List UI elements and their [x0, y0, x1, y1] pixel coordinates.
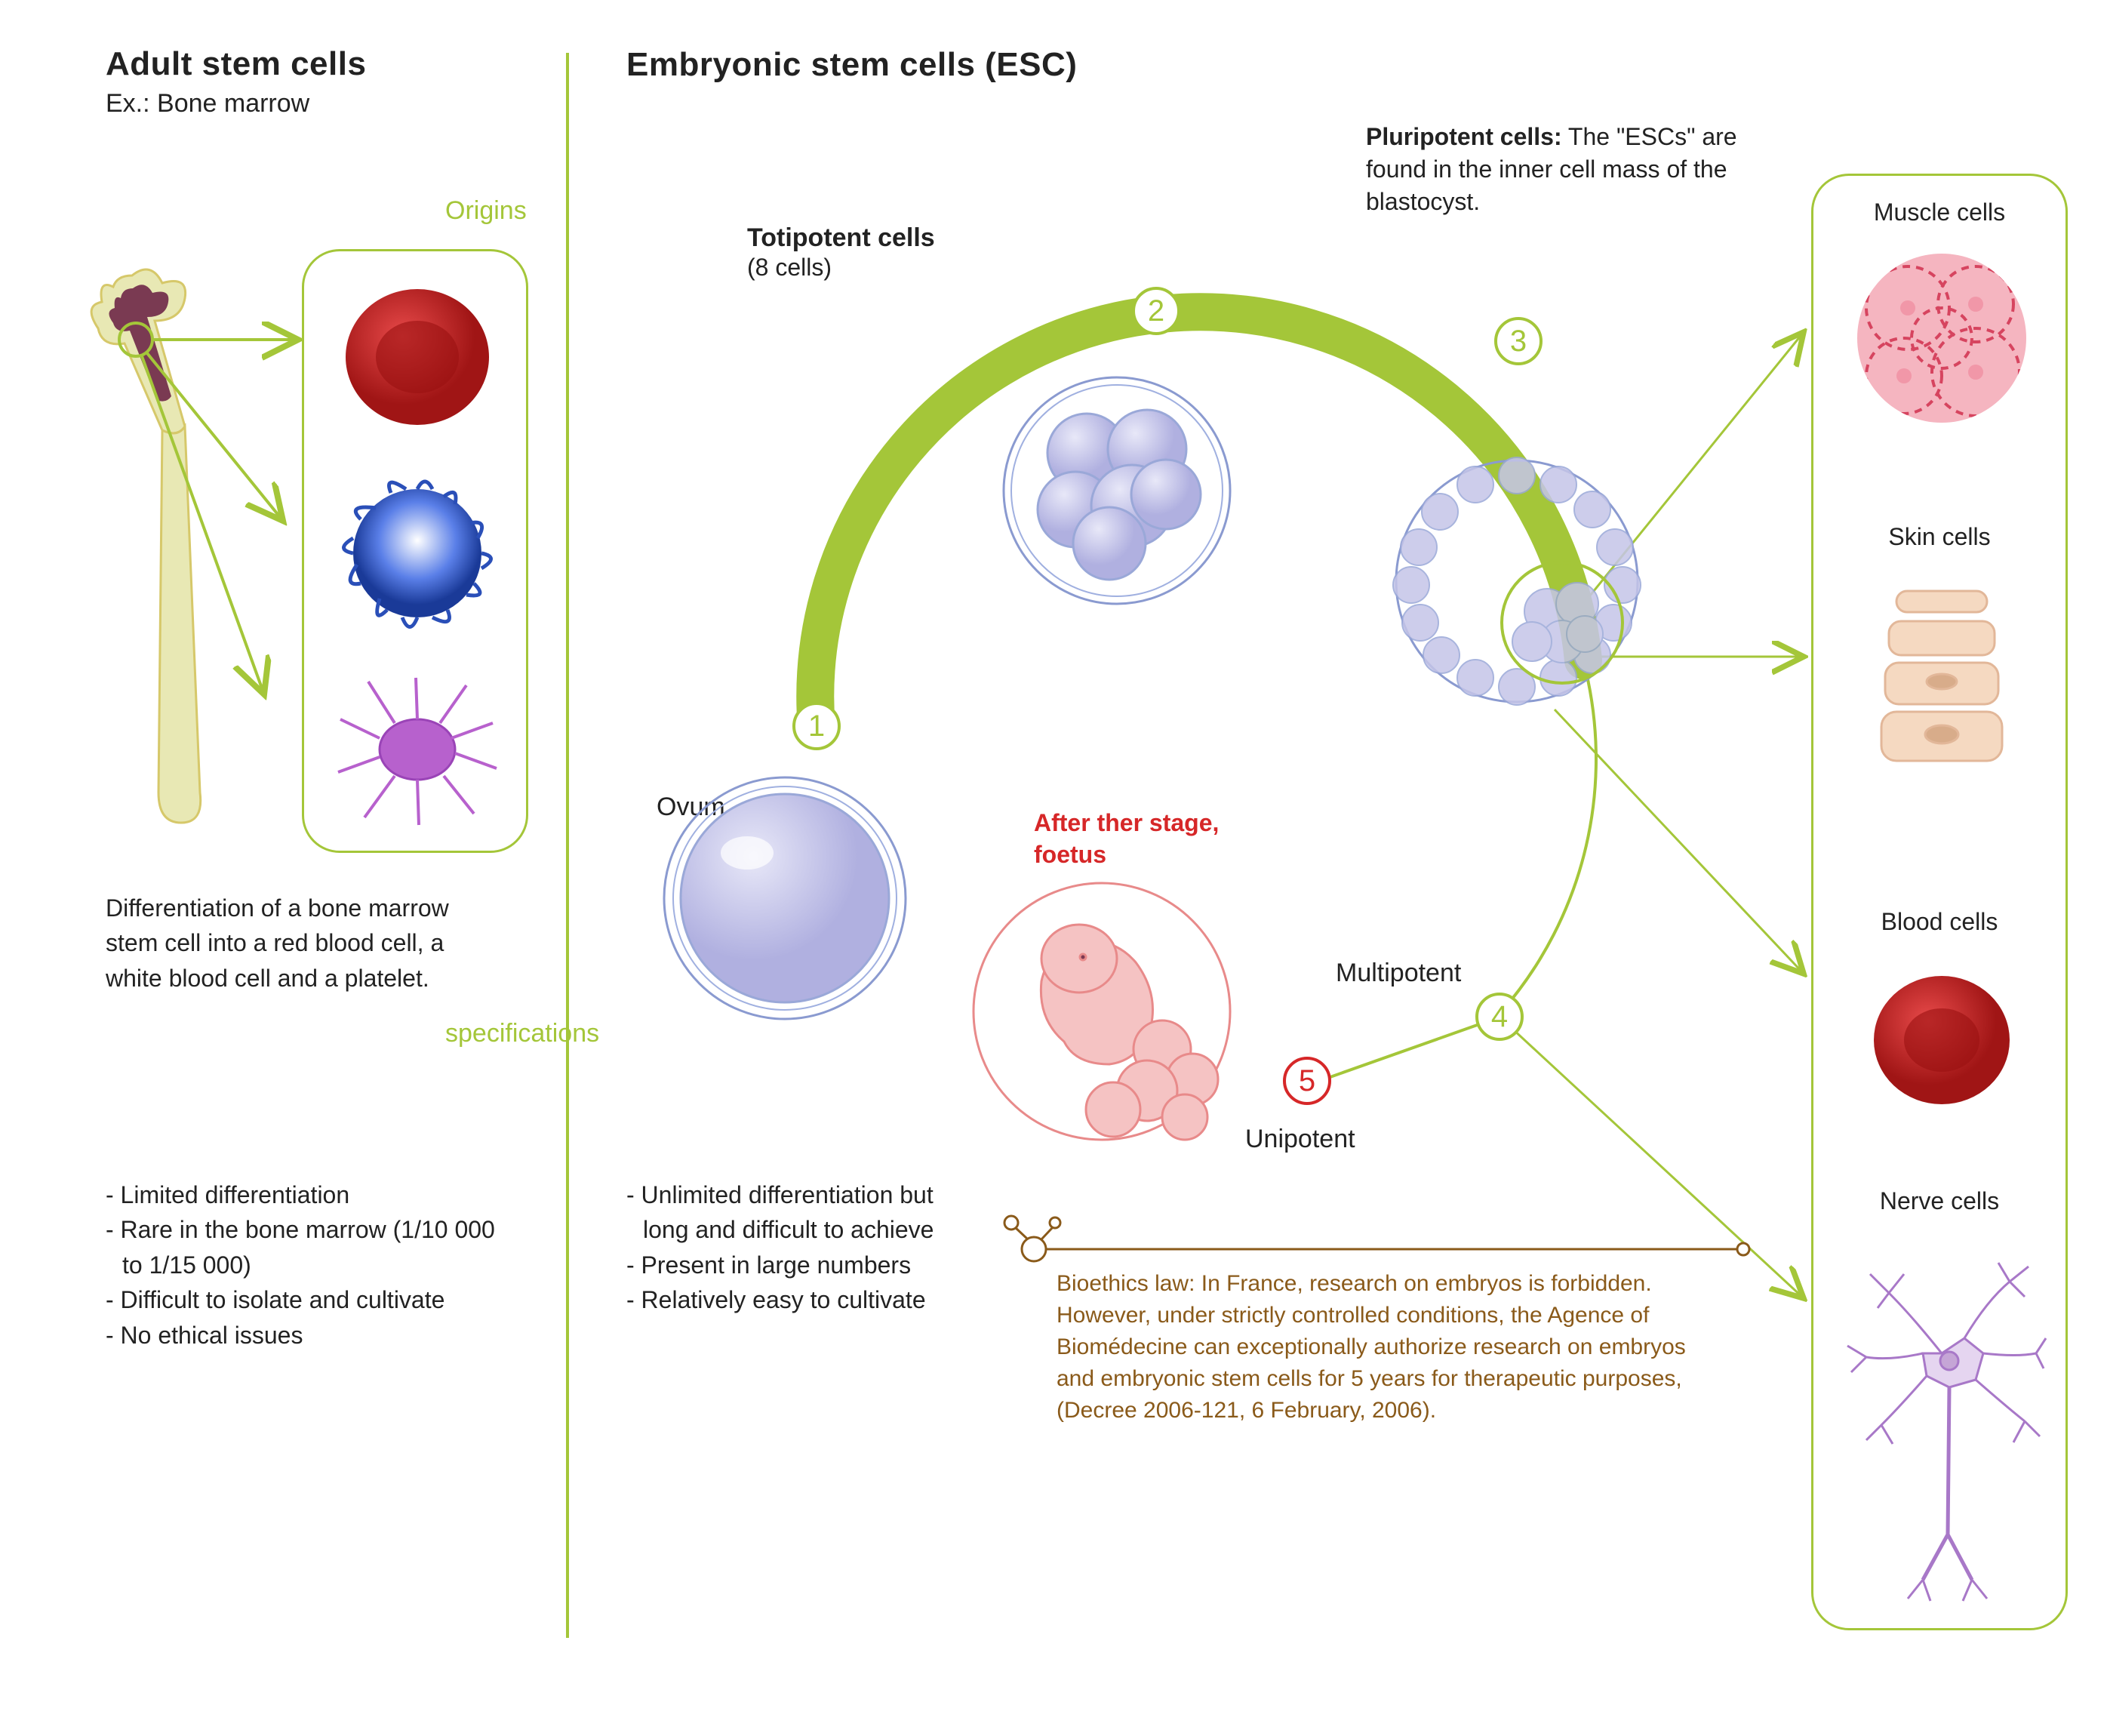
- pluripotent-text-block: Pluripotent cells: The "ESCs" are found …: [1366, 121, 1758, 219]
- foetus-icon: [966, 876, 1238, 1147]
- esc-spec-item: - Present in large numbers: [626, 1248, 966, 1282]
- arrow-to-blood: [1555, 709, 1804, 974]
- muscle-cells-icon: [1855, 251, 2029, 425]
- stage-2: 2: [1132, 287, 1180, 335]
- bioethics-text: Bioethics law: In France, research on em…: [1057, 1268, 1713, 1427]
- pluripotent-bold: Pluripotent cells:: [1366, 123, 1562, 150]
- muscle-label: Muscle cells: [1813, 199, 2065, 226]
- cell-types-box: Muscle cells Skin cells Blood cells Nerv…: [1811, 174, 2068, 1630]
- totipotent-label-block: Totipotent cells (8 cells): [747, 223, 943, 282]
- multipotent-label: Multipotent: [1336, 959, 1461, 988]
- skin-cells-icon: [1874, 583, 2010, 825]
- after-stage-label: After ther stage, foetus: [1034, 808, 1260, 870]
- esc-spec-item: - Unlimited differentiation but long and…: [626, 1177, 966, 1248]
- esc-spec-item: - Relatively easy to cultivate: [626, 1282, 966, 1317]
- stage-1: 1: [792, 702, 841, 750]
- skin-label: Skin cells: [1813, 523, 2065, 551]
- blastocyst-icon: [1389, 453, 1645, 709]
- nerve-cells-icon: [1836, 1248, 2047, 1610]
- totipotent-label: Totipotent cells: [747, 223, 943, 254]
- eight-cell-icon: [996, 370, 1238, 611]
- unipotent-label: Unipotent: [1245, 1125, 1355, 1154]
- blood-cells-icon: [1870, 968, 2013, 1112]
- esc-specs: - Unlimited differentiation but long and…: [626, 1177, 966, 1318]
- totipotent-sub: (8 cells): [747, 254, 943, 282]
- nerve-label: Nerve cells: [1813, 1187, 2065, 1215]
- stage-3: 3: [1494, 317, 1543, 365]
- stage-4: 4: [1475, 993, 1524, 1041]
- blood-label: Blood cells: [1813, 908, 2065, 936]
- ovum-icon: [657, 770, 913, 1027]
- arrow-to-nerve: [1502, 1019, 1804, 1298]
- stage-5: 5: [1283, 1057, 1331, 1105]
